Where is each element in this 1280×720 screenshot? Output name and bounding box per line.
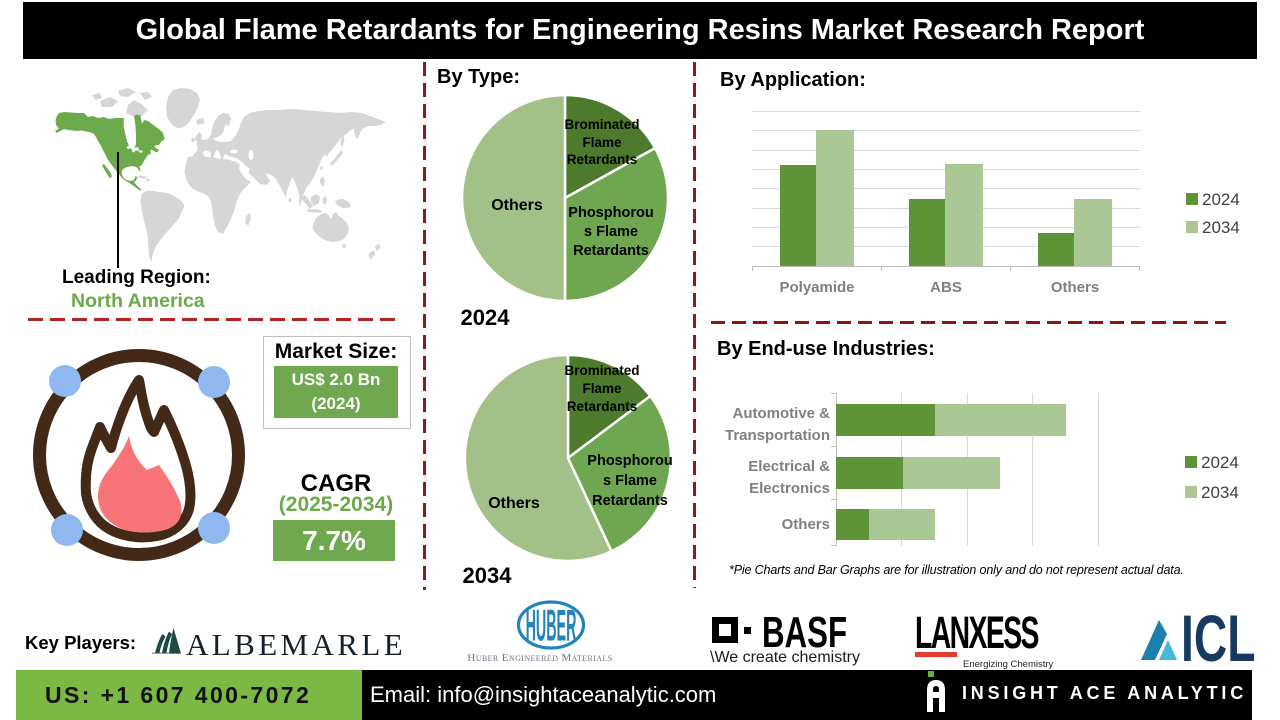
svg-text:HUBER: HUBER [526,600,577,650]
